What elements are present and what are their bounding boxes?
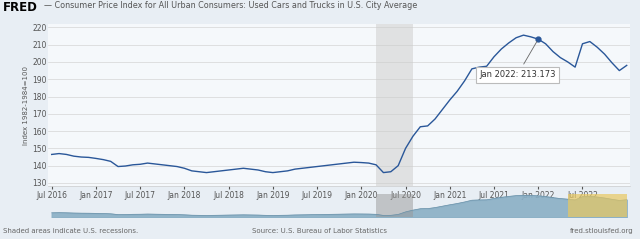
Text: Shaded areas indicate U.S. recessions.: Shaded areas indicate U.S. recessions. xyxy=(3,228,138,234)
Text: Source: U.S. Bureau of Labor Statistics: Source: U.S. Bureau of Labor Statistics xyxy=(253,228,387,234)
Text: fred.stlouisfed.org: fred.stlouisfed.org xyxy=(570,228,634,234)
Bar xyxy=(376,194,413,217)
Text: — Consumer Price Index for All Urban Consumers: Used Cars and Trucks in U.S. Cit: — Consumer Price Index for All Urban Con… xyxy=(44,1,417,10)
Text: FRED: FRED xyxy=(3,1,38,14)
Bar xyxy=(376,24,413,186)
Text: Jan 2022: 213.173: Jan 2022: 213.173 xyxy=(479,42,556,79)
Y-axis label: Index 1982-1984=100: Index 1982-1984=100 xyxy=(23,66,29,145)
Bar xyxy=(568,194,627,217)
